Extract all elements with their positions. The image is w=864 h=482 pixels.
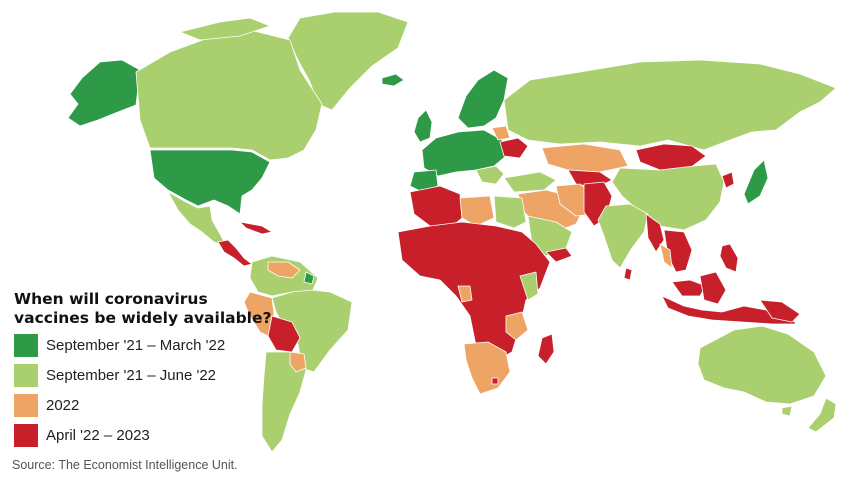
region-paraguay <box>289 351 307 373</box>
region-borneo <box>699 271 727 305</box>
region-zambia <box>505 311 529 341</box>
region-turkey <box>503 171 557 193</box>
region-china <box>611 163 725 231</box>
legend-item: 2022 <box>14 394 274 417</box>
region-scandinavia <box>457 69 509 129</box>
region-central-america <box>217 239 253 267</box>
region-australia <box>697 325 827 405</box>
region-ukraine <box>499 137 529 159</box>
legend-swatch <box>14 394 38 417</box>
region-caribbean <box>239 221 273 235</box>
region-libya <box>459 195 495 227</box>
region-myanmar <box>645 213 665 253</box>
region-papua <box>759 299 801 323</box>
region-balkans <box>475 165 505 185</box>
region-greenland <box>287 11 409 111</box>
source-note: Source: The Economist Intelligence Unit. <box>12 458 238 472</box>
legend-label: 2022 <box>46 397 80 414</box>
region-usa <box>149 149 271 215</box>
region-french-guiana <box>303 271 315 285</box>
region-lesotho <box>491 377 499 385</box>
region-gabon <box>457 285 473 303</box>
legend-item: April '22 – 2023 <box>14 424 274 447</box>
region-russia <box>503 59 837 151</box>
legend-item: September '21 – June '22 <box>14 364 274 387</box>
region-madagascar <box>537 333 555 365</box>
region-alaska <box>67 59 141 127</box>
region-yemen <box>545 247 573 263</box>
legend-label: April '22 – 2023 <box>46 427 150 444</box>
legend: When will coronavirus vaccines be widely… <box>14 290 274 454</box>
region-tasmania <box>781 405 793 417</box>
region-belarus <box>491 125 511 141</box>
region-arctic-islands <box>179 17 271 41</box>
legend-title-line2: vaccines be widely available? <box>14 309 272 327</box>
region-venezuela <box>267 261 301 279</box>
region-north-africa-west <box>409 185 463 229</box>
legend-label: September '21 – March '22 <box>46 337 226 354</box>
legend-swatch <box>14 334 38 357</box>
region-thailand <box>659 243 673 269</box>
region-north-korea <box>721 171 735 189</box>
legend-item: September '21 – March '22 <box>14 334 274 357</box>
legend-label: September '21 – June '22 <box>46 367 217 384</box>
region-new-zealand <box>807 397 837 433</box>
region-japan <box>743 159 769 205</box>
legend-swatch <box>14 364 38 387</box>
legend-title-line1: When will coronavirus <box>14 290 208 308</box>
region-egypt <box>493 195 527 229</box>
region-philippines <box>719 243 739 273</box>
region-east-africa <box>519 271 539 301</box>
region-peru <box>243 291 275 337</box>
legend-swatch <box>14 424 38 447</box>
region-kazakhstan <box>541 143 629 173</box>
region-india <box>597 203 649 269</box>
region-mexico <box>167 191 227 247</box>
region-iceland <box>381 73 405 87</box>
region-mongolia <box>635 143 707 171</box>
region-sri-lanka <box>623 267 633 281</box>
region-southern-africa <box>463 341 511 395</box>
region-brazil <box>271 289 353 373</box>
legend-title: When will coronavirus vaccines be widely… <box>14 290 274 328</box>
region-uk <box>413 109 433 143</box>
